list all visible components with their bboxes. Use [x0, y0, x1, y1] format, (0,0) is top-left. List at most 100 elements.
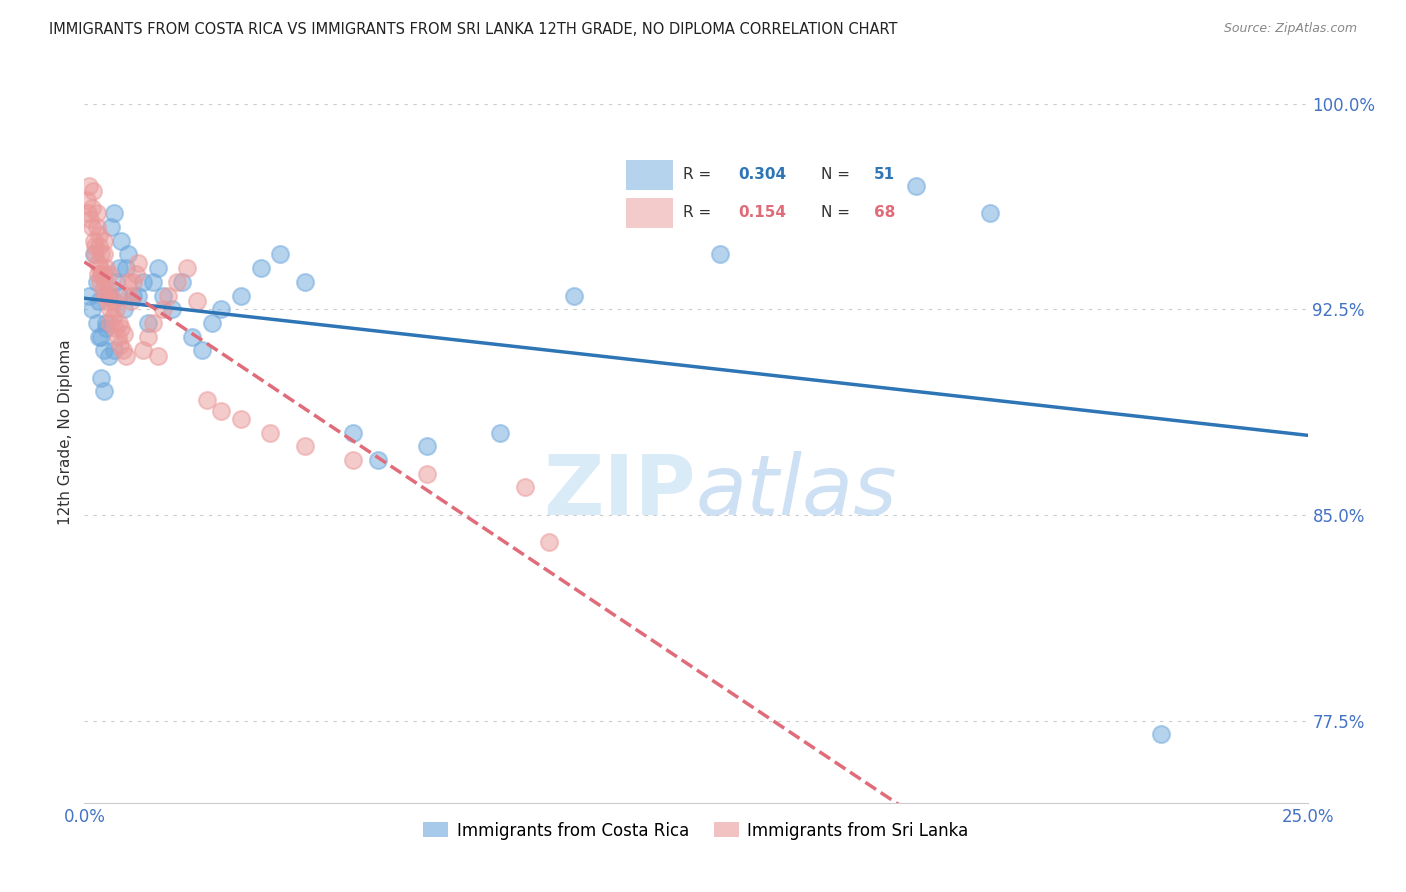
- Point: [91, 267, 114, 281]
- Point: [93, 343, 115, 358]
- Point: [83, 234, 105, 248]
- Point: [142, 316, 165, 330]
- Point: [249, 261, 271, 276]
- Point: [107, 288, 129, 302]
- Point: [115, 261, 138, 276]
- Point: [132, 343, 155, 358]
- Text: IMMIGRANTS FROM COSTA RICA VS IMMIGRANTS FROM SRI LANKA 12TH GRADE, NO DIPLOMA C: IMMIGRANTS FROM COSTA RICA VS IMMIGRANTS…: [49, 22, 897, 37]
- Point: [93, 247, 115, 261]
- Point: [103, 343, 125, 358]
- Point: [87, 255, 110, 269]
- Point: [83, 247, 105, 261]
- Point: [269, 247, 291, 261]
- Text: atlas: atlas: [696, 451, 897, 533]
- Point: [107, 261, 129, 276]
- Point: [229, 288, 252, 302]
- Point: [142, 275, 165, 289]
- Point: [489, 425, 512, 440]
- Point: [112, 326, 135, 341]
- Point: [93, 384, 115, 399]
- Point: [86, 275, 108, 289]
- Point: [76, 193, 98, 207]
- Point: [118, 288, 141, 302]
- Point: [101, 310, 124, 325]
- Text: ZIP: ZIP: [544, 451, 696, 533]
- Point: [97, 293, 120, 308]
- Legend: Immigrants from Costa Rica, Immigrants from Sri Lanka: Immigrants from Costa Rica, Immigrants f…: [416, 815, 976, 847]
- Point: [294, 439, 316, 453]
- Point: [416, 467, 439, 481]
- Point: [79, 211, 101, 226]
- Point: [195, 392, 218, 407]
- Point: [209, 403, 232, 417]
- Point: [110, 321, 132, 335]
- Point: [127, 288, 149, 302]
- Point: [96, 316, 118, 330]
- Point: [97, 349, 120, 363]
- Point: [94, 288, 117, 302]
- Point: [96, 321, 118, 335]
- Point: [100, 219, 122, 234]
- Point: [186, 293, 208, 308]
- Point: [172, 275, 194, 289]
- Point: [98, 302, 121, 317]
- Point: [342, 425, 364, 440]
- Point: [87, 329, 110, 343]
- Point: [259, 425, 281, 440]
- Point: [80, 219, 103, 234]
- Point: [191, 343, 214, 358]
- Point: [84, 247, 107, 261]
- Point: [367, 453, 389, 467]
- Point: [110, 234, 132, 248]
- Point: [107, 329, 129, 343]
- Point: [166, 275, 188, 289]
- Point: [117, 275, 139, 289]
- Point: [136, 329, 159, 343]
- Point: [146, 261, 169, 276]
- Point: [97, 288, 120, 302]
- Point: [136, 316, 159, 330]
- Point: [103, 293, 125, 308]
- Point: [104, 321, 127, 335]
- Point: [122, 275, 145, 289]
- Point: [105, 302, 128, 317]
- Point: [86, 316, 108, 330]
- Point: [86, 206, 108, 220]
- Point: [89, 275, 111, 289]
- Point: [87, 239, 110, 253]
- Point: [77, 178, 100, 193]
- Point: [152, 288, 174, 302]
- Point: [127, 255, 149, 269]
- Point: [97, 283, 120, 297]
- Point: [416, 439, 439, 453]
- Point: [90, 247, 112, 261]
- Point: [80, 201, 103, 215]
- Point: [117, 247, 139, 261]
- Point: [87, 293, 110, 308]
- Point: [152, 302, 174, 317]
- Point: [100, 288, 122, 302]
- Point: [77, 206, 100, 220]
- Point: [209, 302, 232, 317]
- Point: [82, 184, 104, 198]
- Point: [89, 261, 111, 276]
- Point: [84, 239, 107, 253]
- Point: [103, 206, 125, 220]
- Point: [107, 316, 129, 330]
- Text: Source: ZipAtlas.com: Source: ZipAtlas.com: [1223, 22, 1357, 36]
- Point: [122, 288, 145, 302]
- Point: [1150, 727, 1173, 741]
- Point: [105, 275, 128, 289]
- Point: [200, 316, 222, 330]
- Point: [86, 219, 108, 234]
- Point: [97, 267, 120, 281]
- Point: [229, 412, 252, 426]
- Point: [111, 343, 134, 358]
- Point: [90, 371, 112, 385]
- Point: [162, 302, 184, 317]
- Point: [87, 267, 110, 281]
- Point: [98, 316, 121, 330]
- Point: [93, 234, 115, 248]
- Point: [979, 206, 1001, 220]
- Point: [709, 247, 731, 261]
